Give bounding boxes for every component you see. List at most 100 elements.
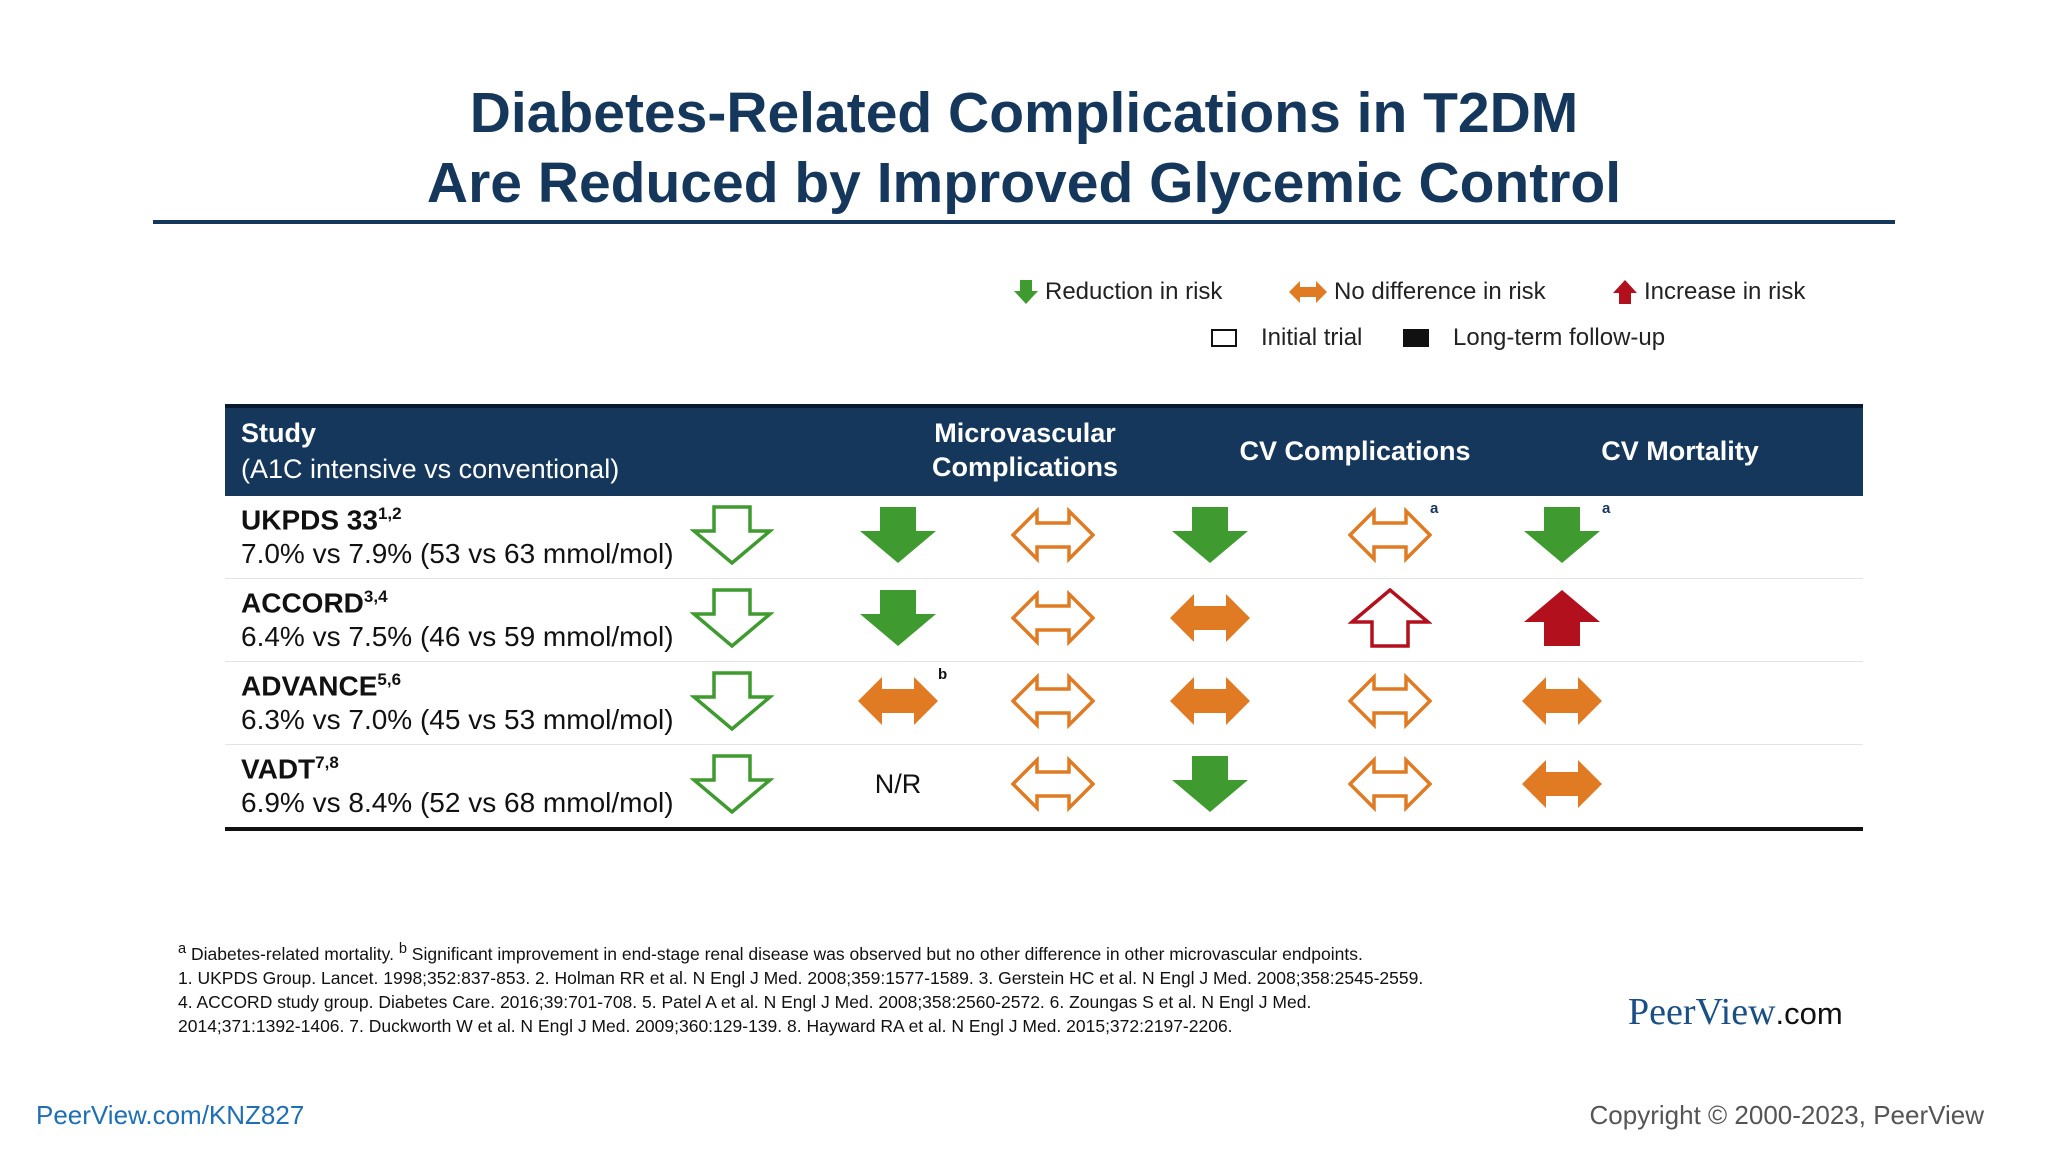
brand-name: PeerView <box>1628 991 1776 1033</box>
down-arrow-outline-icon <box>690 505 774 565</box>
study-reference-sup: 3,4 <box>363 587 388 606</box>
header-micro-line-2: Complications <box>931 452 1119 482</box>
legend-increase: Increase in risk <box>1612 278 1805 306</box>
result-cell <box>1003 666 1103 736</box>
legend-initial: Initial trial <box>1211 324 1362 352</box>
double-arrow-outline-icon <box>1011 673 1095 729</box>
study-reference-sup: 5,6 <box>377 670 402 689</box>
down-arrow-outline-icon <box>690 671 774 731</box>
result-cell <box>1003 500 1103 570</box>
legend-increase-label: Increase in risk <box>1644 278 1806 305</box>
study-reference-sup: 1,2 <box>377 504 402 523</box>
result-cell <box>1160 500 1260 570</box>
result-cell <box>1512 583 1612 653</box>
double-arrow-outline-icon <box>1348 673 1432 729</box>
double-arrow-outline-icon <box>1348 507 1432 563</box>
footnote-line-1: a Diabetes-related mortality. b Signific… <box>178 937 1618 966</box>
footnote-marker: b <box>938 666 948 683</box>
down-arrow-filled-icon <box>860 590 936 646</box>
study-a1c-values: 7.0% vs 7.9% (53 vs 63 mmol/mol) <box>241 538 674 569</box>
header-microvascular: Microvascular Complications <box>905 416 1145 484</box>
result-cell <box>682 666 782 736</box>
page-title: Diabetes-Related Complications in T2DM A… <box>0 78 2048 218</box>
study-name: VADT7,8 <box>241 753 339 785</box>
footnote-line-4: 2014;371:1392-1406. 7. Duckworth W et al… <box>178 1015 1233 1036</box>
result-cell <box>1160 666 1260 736</box>
table-row: VADT7,8 6.9% vs 8.4% (52 vs 68 mmol/mol) N… <box>225 745 1863 831</box>
empty-square-icon <box>1211 329 1237 347</box>
double-arrow-filled-icon <box>1170 594 1250 642</box>
result-cell <box>1160 583 1260 653</box>
results-table: Study (A1C intensive vs conventional) Mi… <box>225 404 1863 831</box>
double-arrow-outline-icon <box>1011 756 1095 812</box>
up-arrow-outline-icon <box>1348 588 1432 648</box>
double-arrow-outline-icon <box>1348 756 1432 812</box>
double-arrow-filled-icon <box>1170 677 1250 725</box>
legend-longterm: Long-term follow-up <box>1403 324 1665 352</box>
result-cell: a <box>1512 500 1612 570</box>
study-name-text: ADVANCE <box>241 670 378 702</box>
result-cell <box>848 500 948 570</box>
result-cell <box>1340 749 1440 819</box>
footnote-a-marker: a <box>178 941 187 957</box>
legend-reduction: Reduction in risk <box>1013 278 1222 306</box>
double-arrow-filled-icon <box>1289 281 1327 303</box>
down-arrow-outline-icon <box>690 754 774 814</box>
legend-initial-label: Initial trial <box>1261 324 1363 351</box>
legend-longterm-label: Long-term follow-up <box>1453 324 1666 351</box>
result-cell <box>1003 583 1103 653</box>
result-cell: N/R <box>848 749 948 819</box>
result-cell: a <box>1340 500 1440 570</box>
study-name: UKPDS 331,2 <box>241 504 402 536</box>
double-arrow-filled-icon <box>1522 760 1602 808</box>
header-micro-line-1: Microvascular <box>934 418 1116 448</box>
copyright-text: Copyright © 2000-2023, PeerView <box>1589 1100 1984 1130</box>
footnote-marker: a <box>1602 500 1611 517</box>
study-name-text: VADT <box>241 753 316 785</box>
legend-no-difference: No difference in risk <box>1288 278 1546 306</box>
down-arrow-filled-icon <box>1172 756 1248 812</box>
study-name-text: UKPDS 33 <box>241 504 378 536</box>
study-a1c-values: 6.4% vs 7.5% (46 vs 59 mmol/mol) <box>241 621 674 652</box>
footnote-a-text: Diabetes-related mortality. <box>190 943 394 964</box>
footnotes: a Diabetes-related mortality. b Signific… <box>178 937 1618 1038</box>
result-cell <box>682 583 782 653</box>
table-body: UKPDS 331,2 7.0% vs 7.9% (53 vs 63 mmol/m… <box>225 496 1863 831</box>
legend-no-difference-label: No difference in risk <box>1334 278 1546 305</box>
result-cell <box>1512 749 1612 819</box>
peerview-logo: PeerView.com <box>1628 990 1843 1034</box>
study-name: ADVANCE5,6 <box>241 670 401 702</box>
result-cell <box>682 749 782 819</box>
title-line-2: Are Reduced by Improved Glycemic Control <box>426 151 1622 215</box>
filled-square-icon <box>1403 329 1429 347</box>
table-row: ACCORD3,4 6.4% vs 7.5% (46 vs 59 mmol/mol… <box>225 579 1863 662</box>
result-cell <box>1340 583 1440 653</box>
up-arrow-filled-icon <box>1524 590 1600 646</box>
result-cell <box>1003 749 1103 819</box>
footnote-line-3: 4. ACCORD study group. Diabetes Care. 20… <box>178 991 1312 1012</box>
up-arrow-filled-icon <box>1613 280 1637 304</box>
legend-reduction-label: Reduction in risk <box>1045 278 1223 305</box>
study-a1c-values: 6.3% vs 7.0% (45 vs 53 mmol/mol) <box>241 704 674 735</box>
result-cell <box>1512 666 1612 736</box>
result-cell <box>1340 666 1440 736</box>
header-cv-mortality: CV Mortality <box>1601 436 1759 466</box>
result-cell: b <box>848 666 948 736</box>
program-link[interactable]: PeerView.com/KNZ827 <box>36 1100 305 1130</box>
title-divider <box>153 220 1895 224</box>
double-arrow-outline-icon <box>1011 507 1095 563</box>
header-study: Study <box>241 418 317 448</box>
down-arrow-filled-icon <box>1014 280 1038 304</box>
footnote-line-2: 1. UKPDS Group. Lancet. 1998;352:837-853… <box>178 967 1424 988</box>
not-reported-label: N/R <box>874 768 922 799</box>
title-line-1: Diabetes-Related Complications in T2DM <box>469 81 1579 145</box>
table-row: UKPDS 331,2 7.0% vs 7.9% (53 vs 63 mmol/m… <box>225 496 1863 579</box>
footnote-marker: a <box>1430 500 1439 517</box>
brand-suffix: .com <box>1775 996 1843 1031</box>
header-study-sub: (A1C intensive vs conventional) <box>241 454 620 484</box>
header-cv-complications: CV Complications <box>1239 436 1471 466</box>
double-arrow-filled-icon <box>1522 677 1602 725</box>
table-header: Study (A1C intensive vs conventional) Mi… <box>225 404 1863 496</box>
study-name: ACCORD3,4 <box>241 587 388 619</box>
study-name-text: ACCORD <box>241 587 364 619</box>
